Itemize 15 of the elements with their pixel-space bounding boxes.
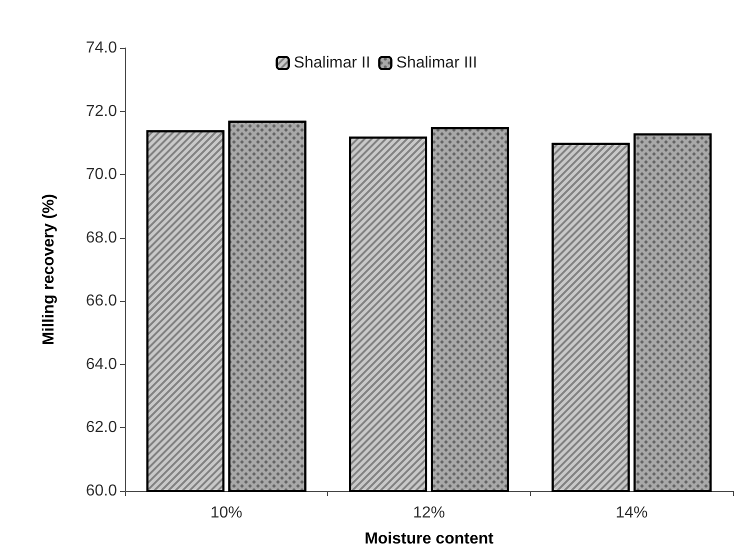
x-tick-label: 14% — [616, 504, 648, 522]
y-tick-label: 66.0 — [86, 292, 118, 310]
y-tick-label: 72.0 — [86, 102, 118, 120]
y-tick-label: 64.0 — [86, 356, 118, 373]
y-tick-label: 62.0 — [86, 419, 118, 436]
x-tick-label: 10% — [210, 504, 242, 522]
y-tick-label: 68.0 — [86, 229, 118, 246]
y-tick-label: 60.0 — [86, 482, 118, 500]
x-tick-label: 12% — [412, 504, 446, 522]
legend-label: Shalimar III — [396, 54, 478, 72]
x-axis-title: Moisture content — [364, 530, 494, 548]
y-tick-label: 74.0 — [86, 40, 118, 56]
legend-label: Shalimar II — [294, 54, 370, 72]
y-tick-label: 70.0 — [86, 166, 118, 184]
y-axis-title: Milling recovery (%) — [40, 194, 58, 346]
